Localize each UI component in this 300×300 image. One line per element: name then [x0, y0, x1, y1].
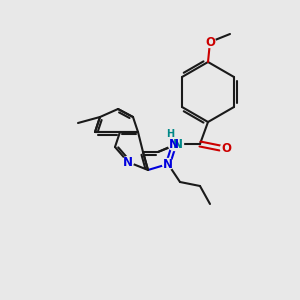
Circle shape: [220, 142, 232, 154]
Text: N: N: [173, 137, 183, 151]
Circle shape: [172, 139, 184, 149]
Circle shape: [169, 140, 179, 151]
Text: N: N: [163, 158, 173, 170]
Circle shape: [122, 157, 134, 167]
Text: H: H: [166, 129, 174, 139]
Text: O: O: [205, 35, 215, 49]
Circle shape: [205, 37, 215, 47]
Circle shape: [163, 158, 173, 169]
Text: N: N: [169, 139, 179, 152]
Text: N: N: [123, 155, 133, 169]
Text: O: O: [221, 142, 231, 154]
